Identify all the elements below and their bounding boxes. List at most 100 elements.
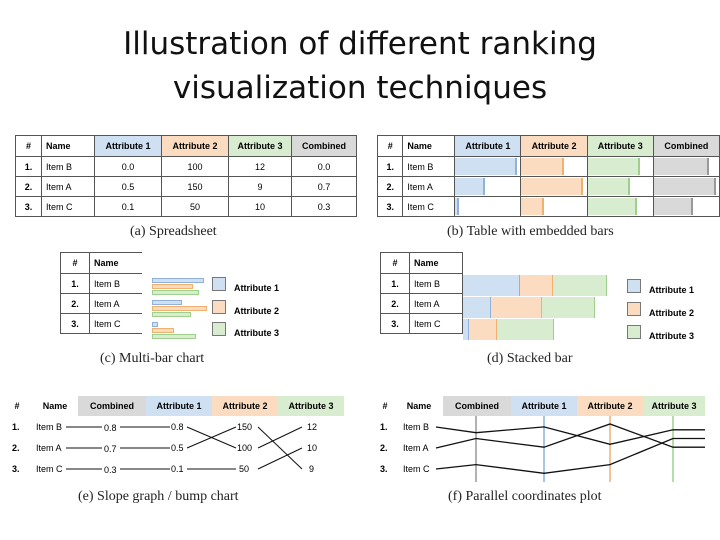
slope-header-bg-attr2 [212, 396, 278, 416]
pc-line [435, 437, 705, 474]
legend-swatch-attr2 [212, 300, 226, 314]
stacked-segment-attr1 [463, 297, 491, 318]
legend-label-attr2: Attribute 2 [649, 308, 694, 318]
stacked-segment-attr3 [552, 275, 608, 296]
multibar-bar-attr3 [152, 312, 191, 317]
multibar-bar-attr3 [152, 334, 196, 339]
cell-combined: 0.3 [291, 196, 357, 217]
legend-swatch-attr1 [212, 277, 226, 291]
table-row: 1. Item B [60, 273, 142, 294]
cell-attr2: 150 [161, 176, 229, 197]
caption-d: (d) Stacked bar [487, 351, 573, 366]
caption-c: (c) Multi-bar chart [100, 351, 205, 366]
multibar-bars [152, 274, 207, 340]
slope-rank: 2. [12, 443, 20, 453]
header-attr1: Attribute 1 [454, 135, 522, 157]
header-name: Name [409, 252, 463, 274]
cell-rank: 2. [376, 176, 404, 197]
slope-name: Item C [36, 464, 63, 474]
header-attr2: Attribute 2 [161, 135, 229, 157]
table-row: 2. Item A 0.5 150 9 0.7 [15, 176, 357, 197]
bar-cell-attr1 [454, 196, 522, 217]
header-name: Name [402, 135, 456, 157]
legend-label-attr3: Attribute 3 [649, 331, 694, 341]
multibar-bar-attr2 [152, 328, 174, 333]
table-row: 1. Item B 0.0 100 12 0.0 [15, 156, 357, 177]
pc-header-bg-attr1 [511, 396, 577, 416]
cell-rank: 1. [15, 156, 42, 177]
bar-cell-attr3 [586, 156, 654, 177]
pc-header-attr1: Attribute 1 [521, 401, 567, 411]
slope-value-attr3: 12 [307, 422, 318, 432]
multibar-bar-attr3 [152, 290, 199, 295]
multibar-bar-attr2 [152, 306, 207, 311]
stacked-segment-attr2 [490, 297, 543, 318]
legend-label-attr1: Attribute 1 [649, 285, 694, 295]
table-row: 2. Item A [60, 293, 142, 314]
cell-name: Item B [402, 156, 456, 177]
slope-value-attr3: 10 [307, 443, 318, 453]
multibar-bar-attr1 [152, 300, 183, 305]
slope-value-attr2: 50 [239, 464, 250, 474]
slope-line [186, 426, 237, 449]
bar-cell-attr1 [454, 156, 522, 177]
cell-name: Item A [89, 293, 142, 314]
caption-a: (a) Spreadsheet [130, 224, 217, 239]
embedded-bar-attr1 [455, 158, 518, 175]
slope-header-attr3: Attribute 3 [288, 401, 334, 411]
slope-value-attr1: 0.5 [171, 443, 184, 453]
bar-cell-combined [652, 196, 720, 217]
bar-cell-attr2 [520, 196, 588, 217]
slope-rank: 3. [12, 464, 20, 474]
table-row: 2. Item A [376, 176, 720, 197]
slope-header-attr1: Attribute 1 [156, 401, 202, 411]
cell-name: Item B [89, 273, 142, 294]
slope-name: Item B [36, 422, 63, 432]
spreadsheet-table: # Name Attribute 1 Attribute 2 Attribute… [15, 135, 357, 217]
slope-header-bg-combined [78, 396, 146, 416]
legend-label-attr2: Attribute 2 [234, 306, 279, 316]
slope-header-bg-attr3 [278, 396, 344, 416]
header-combined: Combined [652, 135, 720, 157]
header-name: Name [41, 135, 95, 157]
cell-name: Item C [402, 196, 456, 217]
legend-swatch-attr3 [212, 322, 226, 336]
header-name: Name [89, 252, 142, 274]
cell-rank: 3. [60, 313, 90, 334]
slope-header-rank: # [14, 401, 20, 411]
slope-value-attr1: 0.1 [171, 464, 184, 474]
cell-rank: 2. [15, 176, 42, 197]
cell-rank: 3. [376, 196, 404, 217]
pc-rank: 3. [380, 464, 388, 474]
cell-name: Item A [409, 293, 463, 314]
panel-spreadsheet: # Name Attribute 1 Attribute 2 Attribute… [15, 135, 357, 217]
slope-value-combined: 0.3 [104, 465, 117, 475]
header-attr1: Attribute 1 [94, 135, 162, 157]
header-attr3: Attribute 3 [228, 135, 292, 157]
cell-attr1: 0.5 [94, 176, 162, 197]
slope-value-attr1: 0.8 [171, 422, 184, 432]
cell-name: Item A [41, 176, 95, 197]
caption-b: (b) Table with embedded bars [447, 224, 614, 239]
slope-value-combined: 0.8 [104, 423, 117, 433]
embedded-bar-combined [653, 158, 710, 175]
pc-header-attr2: Attribute 2 [587, 401, 633, 411]
cell-rank: 3. [380, 313, 410, 334]
embedded-bar-attr3 [587, 158, 640, 175]
slope-line [257, 426, 303, 449]
cell-attr1: 0.1 [94, 196, 162, 217]
stacked-segment-attr1 [463, 275, 521, 296]
cell-attr3: 12 [228, 156, 292, 177]
stacked-segment-attr2 [520, 275, 553, 296]
multibar-table: # Name 1. Item B 2. Item A 3. Item C [60, 252, 142, 334]
caption-e: (e) Slope graph / bump chart [78, 489, 239, 504]
cell-rank: 1. [380, 273, 410, 294]
slope-header-name: Name [42, 401, 68, 411]
slope-value-attr2: 100 [237, 443, 253, 453]
cell-name: Item B [41, 156, 95, 177]
pc-header-rank: # [382, 401, 388, 411]
panel-embedded-bars: # Name Attribute 1 Attribute 2 Attribute… [376, 135, 720, 217]
cell-rank: 3. [15, 196, 42, 217]
cell-combined: 0.0 [291, 156, 357, 177]
table-row: 3. Item C [376, 196, 720, 217]
